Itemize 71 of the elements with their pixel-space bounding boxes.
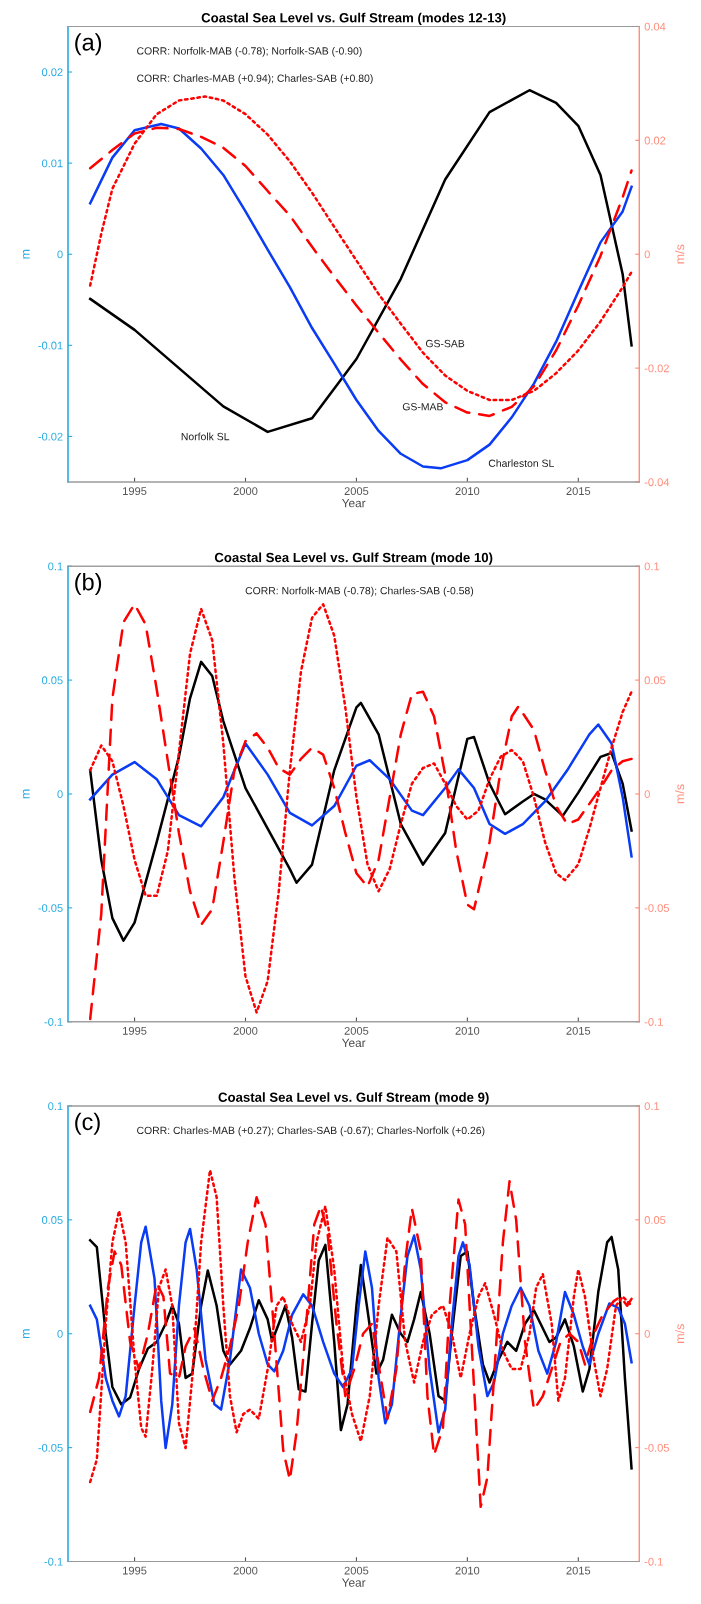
y-tick-label: 0.1 bbox=[48, 562, 63, 571]
y-tick-label: 0.1 bbox=[48, 1102, 63, 1111]
y2-tick-label: -0.05 bbox=[644, 904, 670, 912]
chart-title: Coastal Sea Level vs. Gulf Stream (mode 10) bbox=[214, 552, 493, 565]
y-tick-label: -0.02 bbox=[38, 432, 63, 441]
x-tick-label: 1995 bbox=[123, 1566, 147, 1575]
line-series bbox=[88, 723, 633, 858]
x-tick-label: 2015 bbox=[566, 1026, 591, 1035]
y-tick-label: 0 bbox=[57, 1329, 63, 1338]
y-tick-label: 0.05 bbox=[41, 1216, 63, 1224]
y-tick-label: 0.05 bbox=[41, 676, 63, 685]
annotation: CORR: Norfolk-MAB (-0.78); Charles-SAB (-0.58) bbox=[245, 586, 474, 597]
x-tick-label: 1995 bbox=[123, 487, 147, 496]
y-tick-label: -0.1 bbox=[44, 1018, 63, 1026]
series-label: GS-SAB bbox=[425, 339, 465, 348]
chart-title: Coastal Sea Level vs. Gulf Stream (mode 9) bbox=[218, 1092, 489, 1105]
annotation: CORR: Charles-MAB (+0.94); Charles-SAB (+0.80) bbox=[137, 74, 373, 84]
y2-axis-title: m/s bbox=[675, 1324, 685, 1343]
y2-tick-label: 0 bbox=[644, 1329, 650, 1338]
y-tick-label: -0.01 bbox=[38, 341, 63, 350]
y-tick-label: 0.01 bbox=[41, 159, 63, 168]
x-tick-label: 1995 bbox=[123, 1026, 147, 1035]
x-tick-label: 2010 bbox=[455, 1566, 480, 1575]
x-axis-title: Year bbox=[341, 1578, 366, 1587]
series-label: GS-MAB bbox=[402, 403, 443, 411]
line-series bbox=[88, 122, 633, 470]
y-tick-label: 0 bbox=[57, 790, 63, 799]
y-tick-label: -0.05 bbox=[38, 904, 63, 912]
y2-tick-label: -0.02 bbox=[644, 364, 669, 373]
x-axis-title: Year bbox=[341, 499, 366, 508]
y2-tick-label: -0.04 bbox=[644, 478, 670, 487]
chart-title: Coastal Sea Level vs. Gulf Stream (modes 12-13) bbox=[201, 12, 506, 26]
x-tick-label: 2015 bbox=[566, 1566, 591, 1575]
annotation: CORR: Charles-MAB (+0.27); Charles-SAB (-0.67); Charles-Norfolk (+0.26) bbox=[137, 1126, 485, 1137]
x-tick-label: 2005 bbox=[344, 1026, 369, 1035]
y-tick-label: -0.1 bbox=[44, 1557, 63, 1566]
y2-tick-label: 0 bbox=[644, 250, 650, 259]
y-tick-label: 0 bbox=[57, 250, 63, 259]
x-tick-label: 2015 bbox=[566, 487, 591, 496]
x-tick-label: 2005 bbox=[344, 487, 369, 496]
series-label: Norfolk SL bbox=[181, 432, 230, 441]
annotation: (c) bbox=[75, 1112, 100, 1135]
line-series bbox=[88, 660, 633, 942]
x-axis-title: Year bbox=[341, 1038, 366, 1048]
y2-axis-title: m/s bbox=[675, 784, 685, 804]
y2-tick-label: 0.05 bbox=[644, 676, 666, 685]
y-axis-title: m bbox=[22, 249, 30, 259]
y2-tick-label: -0.05 bbox=[644, 1443, 670, 1452]
x-tick-label: 2010 bbox=[455, 1026, 480, 1035]
annotation: (b) bbox=[75, 573, 102, 596]
y-tick-label: 0.02 bbox=[41, 68, 63, 77]
y2-tick-label: 0.1 bbox=[644, 562, 660, 571]
y2-tick-label: 0.02 bbox=[644, 136, 666, 145]
x-tick-label: 2000 bbox=[233, 1566, 258, 1575]
y-tick-label: -0.05 bbox=[38, 1443, 63, 1452]
annotation: (a) bbox=[75, 33, 102, 56]
y-axis-title: m bbox=[22, 789, 30, 799]
annotation: CORR: Norfolk-MAB (-0.78); Norfolk-SAB (-0.90) bbox=[137, 46, 362, 57]
series-label: Charleston SL bbox=[488, 459, 554, 467]
y2-tick-label: -0.1 bbox=[644, 1557, 663, 1566]
y2-tick-label: 0.05 bbox=[644, 1216, 666, 1224]
x-tick-label: 2000 bbox=[233, 487, 258, 496]
y2-tick-label: -0.1 bbox=[644, 1018, 663, 1026]
y2-tick-label: 0.1 bbox=[644, 1102, 660, 1111]
x-tick-label: 2005 bbox=[344, 1566, 369, 1575]
x-tick-label: 2000 bbox=[233, 1026, 258, 1035]
y2-axis-title: m/s bbox=[675, 244, 685, 264]
y-axis-title: m bbox=[22, 1329, 30, 1339]
y2-tick-label: 0 bbox=[644, 790, 650, 799]
y2-tick-label: 0.04 bbox=[644, 22, 666, 31]
x-tick-label: 2010 bbox=[455, 487, 480, 496]
